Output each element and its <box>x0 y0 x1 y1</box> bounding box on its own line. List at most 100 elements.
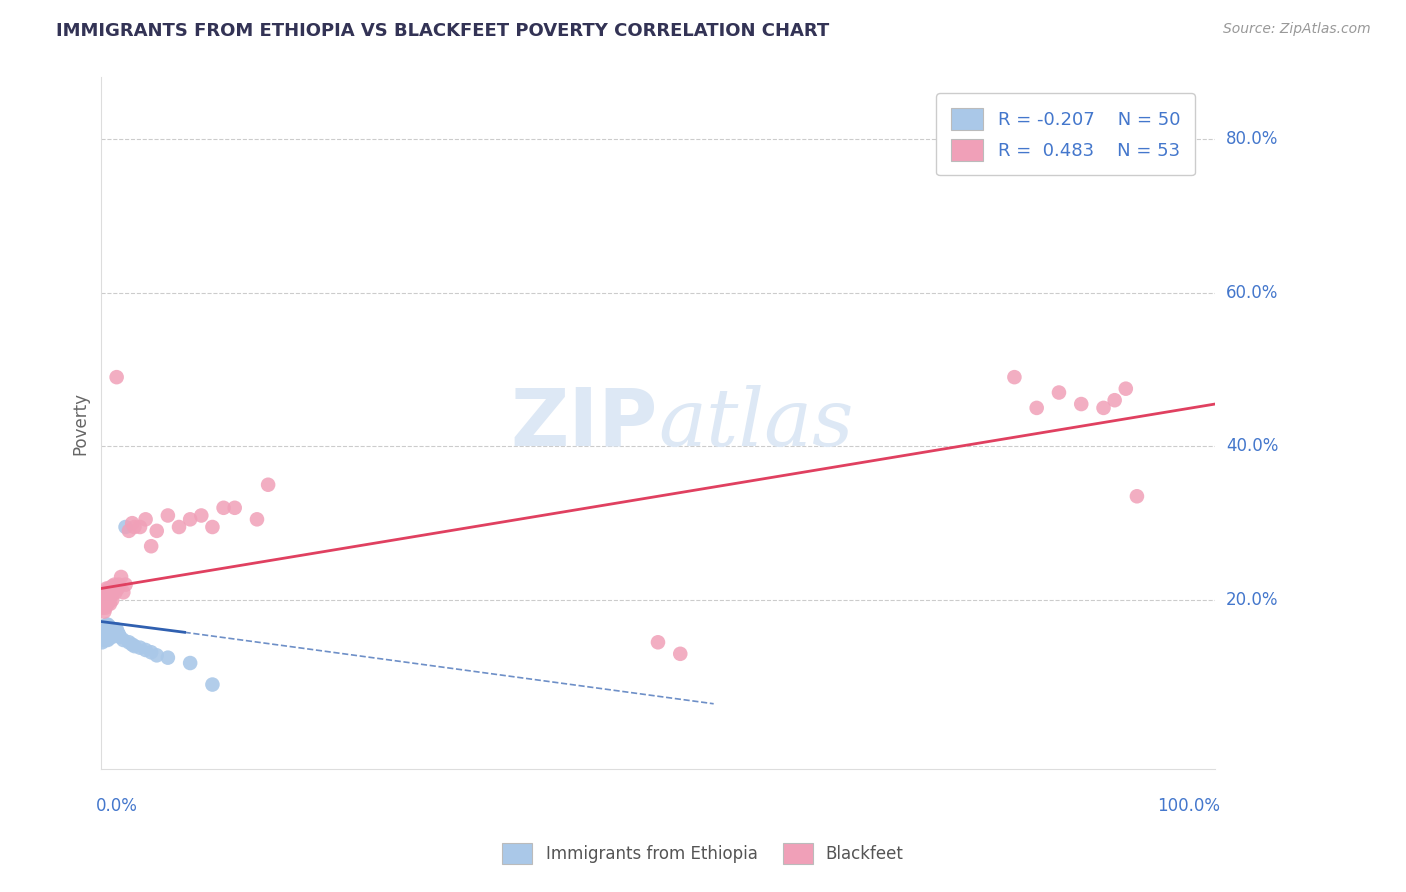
Point <box>190 508 212 523</box>
Point <box>145 524 167 538</box>
Legend: R = -0.207    N = 50, R =  0.483    N = 53: R = -0.207 N = 50, R = 0.483 N = 53 <box>936 94 1195 176</box>
Point <box>97 632 120 646</box>
Point <box>94 632 117 647</box>
Text: 80.0%: 80.0% <box>1226 130 1278 148</box>
Text: IMMIGRANTS FROM ETHIOPIA VS BLACKFEET POVERTY CORRELATION CHART: IMMIGRANTS FROM ETHIOPIA VS BLACKFEET PO… <box>56 22 830 40</box>
Point <box>100 627 122 641</box>
Point <box>96 622 118 636</box>
Text: Source: ZipAtlas.com: Source: ZipAtlas.com <box>1223 22 1371 37</box>
Point <box>93 622 115 636</box>
Point <box>112 585 135 599</box>
Point <box>114 577 136 591</box>
Point <box>156 508 179 523</box>
Legend: Immigrants from Ethiopia, Blackfeet: Immigrants from Ethiopia, Blackfeet <box>496 837 910 871</box>
Point <box>103 577 125 591</box>
Point <box>93 632 115 647</box>
Point <box>179 656 201 670</box>
Point <box>124 639 146 653</box>
Point <box>1104 393 1126 408</box>
Point <box>98 620 121 634</box>
Point <box>98 630 121 644</box>
Text: 40.0%: 40.0% <box>1226 437 1278 455</box>
Point <box>118 635 141 649</box>
Point <box>1126 489 1149 503</box>
Point <box>103 582 125 596</box>
Point <box>201 520 224 534</box>
Point <box>93 605 115 619</box>
Point <box>224 500 246 515</box>
Point <box>93 630 115 644</box>
Text: ZIP: ZIP <box>510 384 658 462</box>
Point <box>91 600 114 615</box>
Point <box>647 635 669 649</box>
Point <box>97 627 120 641</box>
Point <box>101 630 124 644</box>
Point <box>129 520 152 534</box>
Point <box>156 650 179 665</box>
Point <box>105 370 128 384</box>
Point <box>101 593 124 607</box>
Point <box>97 620 120 634</box>
Point <box>135 643 157 657</box>
Point <box>129 640 152 655</box>
Point <box>167 520 190 534</box>
Point <box>97 585 120 599</box>
Point <box>100 589 122 603</box>
Point <box>135 512 157 526</box>
Point <box>124 520 146 534</box>
Point <box>121 516 143 531</box>
Point <box>96 617 118 632</box>
Point <box>141 539 163 553</box>
Point <box>257 477 280 491</box>
Point <box>101 622 124 636</box>
Point <box>141 645 163 659</box>
Point <box>145 648 167 663</box>
Point <box>97 622 120 636</box>
Point <box>97 593 120 607</box>
Point <box>179 512 201 526</box>
Point <box>104 585 127 599</box>
Point <box>103 622 125 636</box>
Point <box>101 579 124 593</box>
Point <box>94 600 117 615</box>
Point <box>94 589 117 603</box>
Point <box>1002 370 1025 384</box>
Point <box>100 622 122 636</box>
Text: 100.0%: 100.0% <box>1157 797 1220 814</box>
Point <box>121 638 143 652</box>
Point <box>94 625 117 640</box>
Point <box>212 500 235 515</box>
Text: atlas: atlas <box>658 384 853 462</box>
Point <box>105 622 128 636</box>
Point <box>118 524 141 538</box>
Point <box>98 585 121 599</box>
Point <box>97 625 120 640</box>
Point <box>97 632 120 647</box>
Point <box>108 627 131 641</box>
Point <box>97 597 120 611</box>
Point <box>1092 401 1115 415</box>
Point <box>98 625 121 640</box>
Point <box>114 520 136 534</box>
Point <box>91 627 114 641</box>
Point <box>97 617 120 632</box>
Text: 60.0%: 60.0% <box>1226 284 1278 301</box>
Point <box>246 512 269 526</box>
Point <box>112 632 135 647</box>
Point <box>91 635 114 649</box>
Point <box>1025 401 1047 415</box>
Point <box>107 582 129 596</box>
Point <box>1115 382 1137 396</box>
Point <box>94 630 117 644</box>
Point <box>201 677 224 691</box>
Point <box>108 577 131 591</box>
Point <box>94 620 117 634</box>
Text: 20.0%: 20.0% <box>1226 591 1278 609</box>
Point <box>91 585 114 599</box>
Point <box>103 625 125 640</box>
Point <box>104 627 127 641</box>
Point <box>108 630 131 644</box>
Y-axis label: Poverty: Poverty <box>72 392 89 455</box>
Point <box>669 647 692 661</box>
Point <box>107 625 129 640</box>
